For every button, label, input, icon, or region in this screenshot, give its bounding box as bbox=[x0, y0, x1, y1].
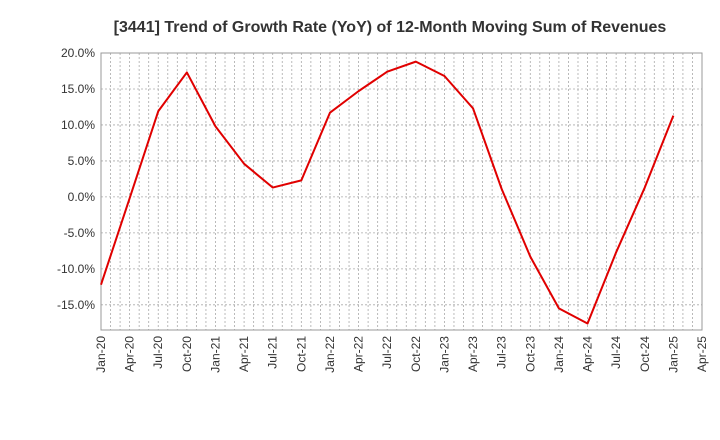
plot-area bbox=[100, 52, 703, 331]
y-tick-label: -15.0% bbox=[57, 298, 95, 312]
x-tick-label: Apr-22 bbox=[352, 336, 366, 372]
x-tick-label: Apr-24 bbox=[581, 336, 595, 372]
y-tick-label: 20.0% bbox=[61, 46, 95, 60]
x-tick-label: Oct-20 bbox=[180, 336, 194, 372]
y-tick-label: 5.0% bbox=[68, 154, 96, 168]
x-tick-label: Apr-21 bbox=[237, 336, 251, 372]
x-axis: Jan-20 Apr-20 Jul-20 Oct-20 Jan-21 Apr-21 Jul-… bbox=[94, 336, 709, 373]
x-tick-label: Jul-23 bbox=[495, 336, 509, 369]
x-tick-label: Apr-25 bbox=[695, 336, 709, 372]
x-tick-label: Oct-24 bbox=[638, 336, 652, 372]
x-tick-label: Apr-23 bbox=[466, 336, 480, 372]
y-tick-label: -10.0% bbox=[57, 262, 95, 276]
series-line bbox=[100, 60, 675, 325]
x-tick-label: Jan-24 bbox=[552, 336, 566, 373]
x-tick-label: Jan-23 bbox=[437, 336, 451, 373]
x-tick-label: Oct-22 bbox=[409, 336, 423, 372]
y-tick-label: 10.0% bbox=[61, 118, 95, 132]
x-tick-label: Jul-21 bbox=[266, 336, 280, 369]
x-tick-label: Jul-22 bbox=[380, 336, 394, 369]
y-axis: 20.0% 15.0% 10.0% 5.0% 0.0% -5.0% -10.0% -15.0% bbox=[57, 46, 95, 312]
x-tick-label: Jul-20 bbox=[151, 336, 165, 369]
x-tick-label: Jan-21 bbox=[208, 336, 222, 373]
x-tick-label: Oct-23 bbox=[523, 336, 537, 372]
y-tick-label: -5.0% bbox=[64, 226, 96, 240]
chart-title: [3441] Trend of Growth Rate (YoY) of 12-… bbox=[114, 19, 667, 36]
x-tick-label: Jan-20 bbox=[94, 336, 108, 373]
x-tick-label: Apr-20 bbox=[123, 336, 137, 372]
grid bbox=[101, 53, 702, 330]
x-tick-label: Jan-25 bbox=[666, 336, 680, 373]
y-tick-label: 15.0% bbox=[61, 82, 95, 96]
x-tick-label: Jul-24 bbox=[609, 336, 623, 369]
x-tick-label: Jan-22 bbox=[323, 336, 337, 373]
y-tick-label: 0.0% bbox=[68, 190, 96, 204]
series-layer bbox=[100, 60, 675, 325]
x-tick-label: Oct-21 bbox=[294, 336, 308, 372]
